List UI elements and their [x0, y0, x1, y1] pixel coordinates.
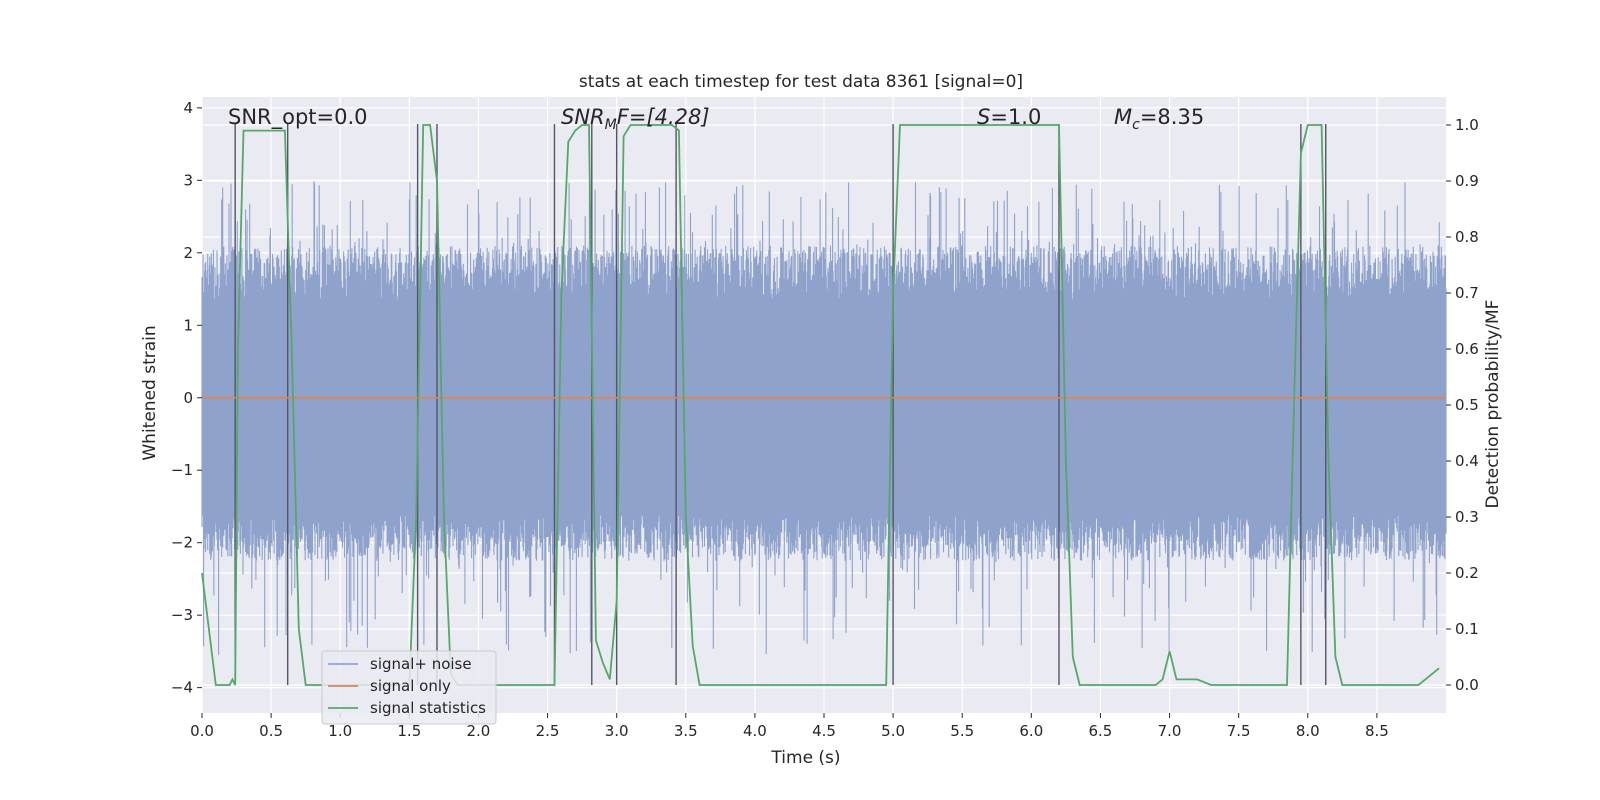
xtick-label-3: 1.5 [397, 722, 421, 740]
annotation-snr-mf-sub: M [605, 117, 617, 133]
annotation-snr-mf: SNRMF=[4.28] [561, 105, 710, 133]
ytick-right-label-1: 0.9 [1455, 172, 1479, 190]
ytick-right-label-6: 0.4 [1455, 452, 1479, 470]
ytick-left-label-1: 3 [183, 171, 193, 189]
ytick-left-label-8: −4 [171, 679, 193, 697]
ytick-left-label-5: −1 [171, 461, 193, 479]
x-axis-ticks: 0.0 0.5 1.0 1.5 2.0 2.5 3.0 3.5 4.0 4.5 5.0 5.5 6.0 6… [190, 713, 1389, 740]
y-axis-label-right: Detection probability/MF [1483, 300, 1503, 509]
xtick-label-13: 6.5 [1089, 722, 1113, 740]
xtick-label-12: 6.0 [1019, 722, 1043, 740]
x-axis-label: Time (s) [770, 748, 840, 768]
legend-label-signal-statistics: signal statistics [370, 699, 486, 717]
legend-label-signal-only: signal only [370, 677, 451, 695]
ytick-right-label-8: 0.2 [1455, 564, 1479, 582]
ytick-right-label-2: 0.8 [1455, 228, 1479, 246]
xtick-label-17: 8.5 [1365, 722, 1389, 740]
annotation-snr-mf-main: SNR [561, 105, 605, 129]
ytick-left-label-3: 1 [183, 316, 193, 334]
annotation-s-value: =1.0 [990, 105, 1041, 129]
xtick-label-10: 5.0 [881, 722, 905, 740]
annotation-mc-sub: c [1132, 117, 1140, 133]
xtick-label-16: 8.0 [1296, 722, 1320, 740]
xtick-label-14: 7.0 [1158, 722, 1182, 740]
annotation-snr-mf-rest: F=[4.28] [617, 105, 710, 129]
annotation-s-sym: S [977, 105, 990, 129]
ytick-right-label-0: 1.0 [1455, 116, 1479, 134]
legend-label-signal-noise: signal+ noise [370, 655, 472, 673]
xtick-label-9: 4.5 [812, 722, 836, 740]
xtick-label-15: 7.5 [1227, 722, 1251, 740]
xtick-label-7: 3.5 [674, 722, 698, 740]
y-axis-label-left: Whitened strain [140, 325, 160, 460]
annotation-mc-value: =8.35 [1140, 105, 1204, 129]
chart-title: stats at each timestep for test data 836… [579, 72, 1023, 92]
annotation-snr-opt: SNR_opt=0.0 [228, 105, 368, 130]
ytick-right-label-3: 0.7 [1455, 284, 1479, 302]
ytick-left-label-6: −2 [171, 534, 193, 552]
legend: signal+ noise signal only signal statist… [321, 650, 497, 725]
ytick-right-label-9: 0.1 [1455, 620, 1479, 638]
annotation-mc-sym: M [1114, 105, 1132, 129]
y-axis-left-ticks: 4 3 2 1 0 −1 −2 −3 −4 [171, 99, 202, 697]
ytick-left-label-0: 4 [183, 99, 193, 117]
xtick-label-5: 2.5 [536, 722, 560, 740]
annotation-s: S=1.0 [977, 105, 1041, 129]
ytick-right-label-7: 0.3 [1455, 508, 1479, 526]
ytick-right-label-5: 0.5 [1455, 396, 1479, 414]
ytick-left-label-4: 0 [183, 389, 193, 407]
xtick-label-1: 0.5 [259, 722, 283, 740]
xtick-label-8: 4.0 [743, 722, 767, 740]
xtick-label-4: 2.0 [467, 722, 491, 740]
xtick-label-2: 1.0 [328, 722, 352, 740]
ytick-right-label-4: 0.6 [1455, 340, 1479, 358]
ytick-left-label-2: 2 [183, 244, 193, 262]
ytick-right-label-10: 0.0 [1455, 676, 1479, 694]
y-axis-right-ticks: 1.0 0.9 0.8 0.7 0.6 0.5 0.4 0.3 0.2 0.1 0.0 [1446, 116, 1479, 694]
xtick-label-0: 0.0 [190, 722, 214, 740]
legend-box [321, 650, 497, 725]
annotation-mc: Mc=8.35 [1114, 105, 1204, 133]
ytick-left-label-7: −3 [171, 606, 193, 624]
xtick-label-11: 5.5 [950, 722, 974, 740]
xtick-label-6: 3.0 [605, 722, 629, 740]
